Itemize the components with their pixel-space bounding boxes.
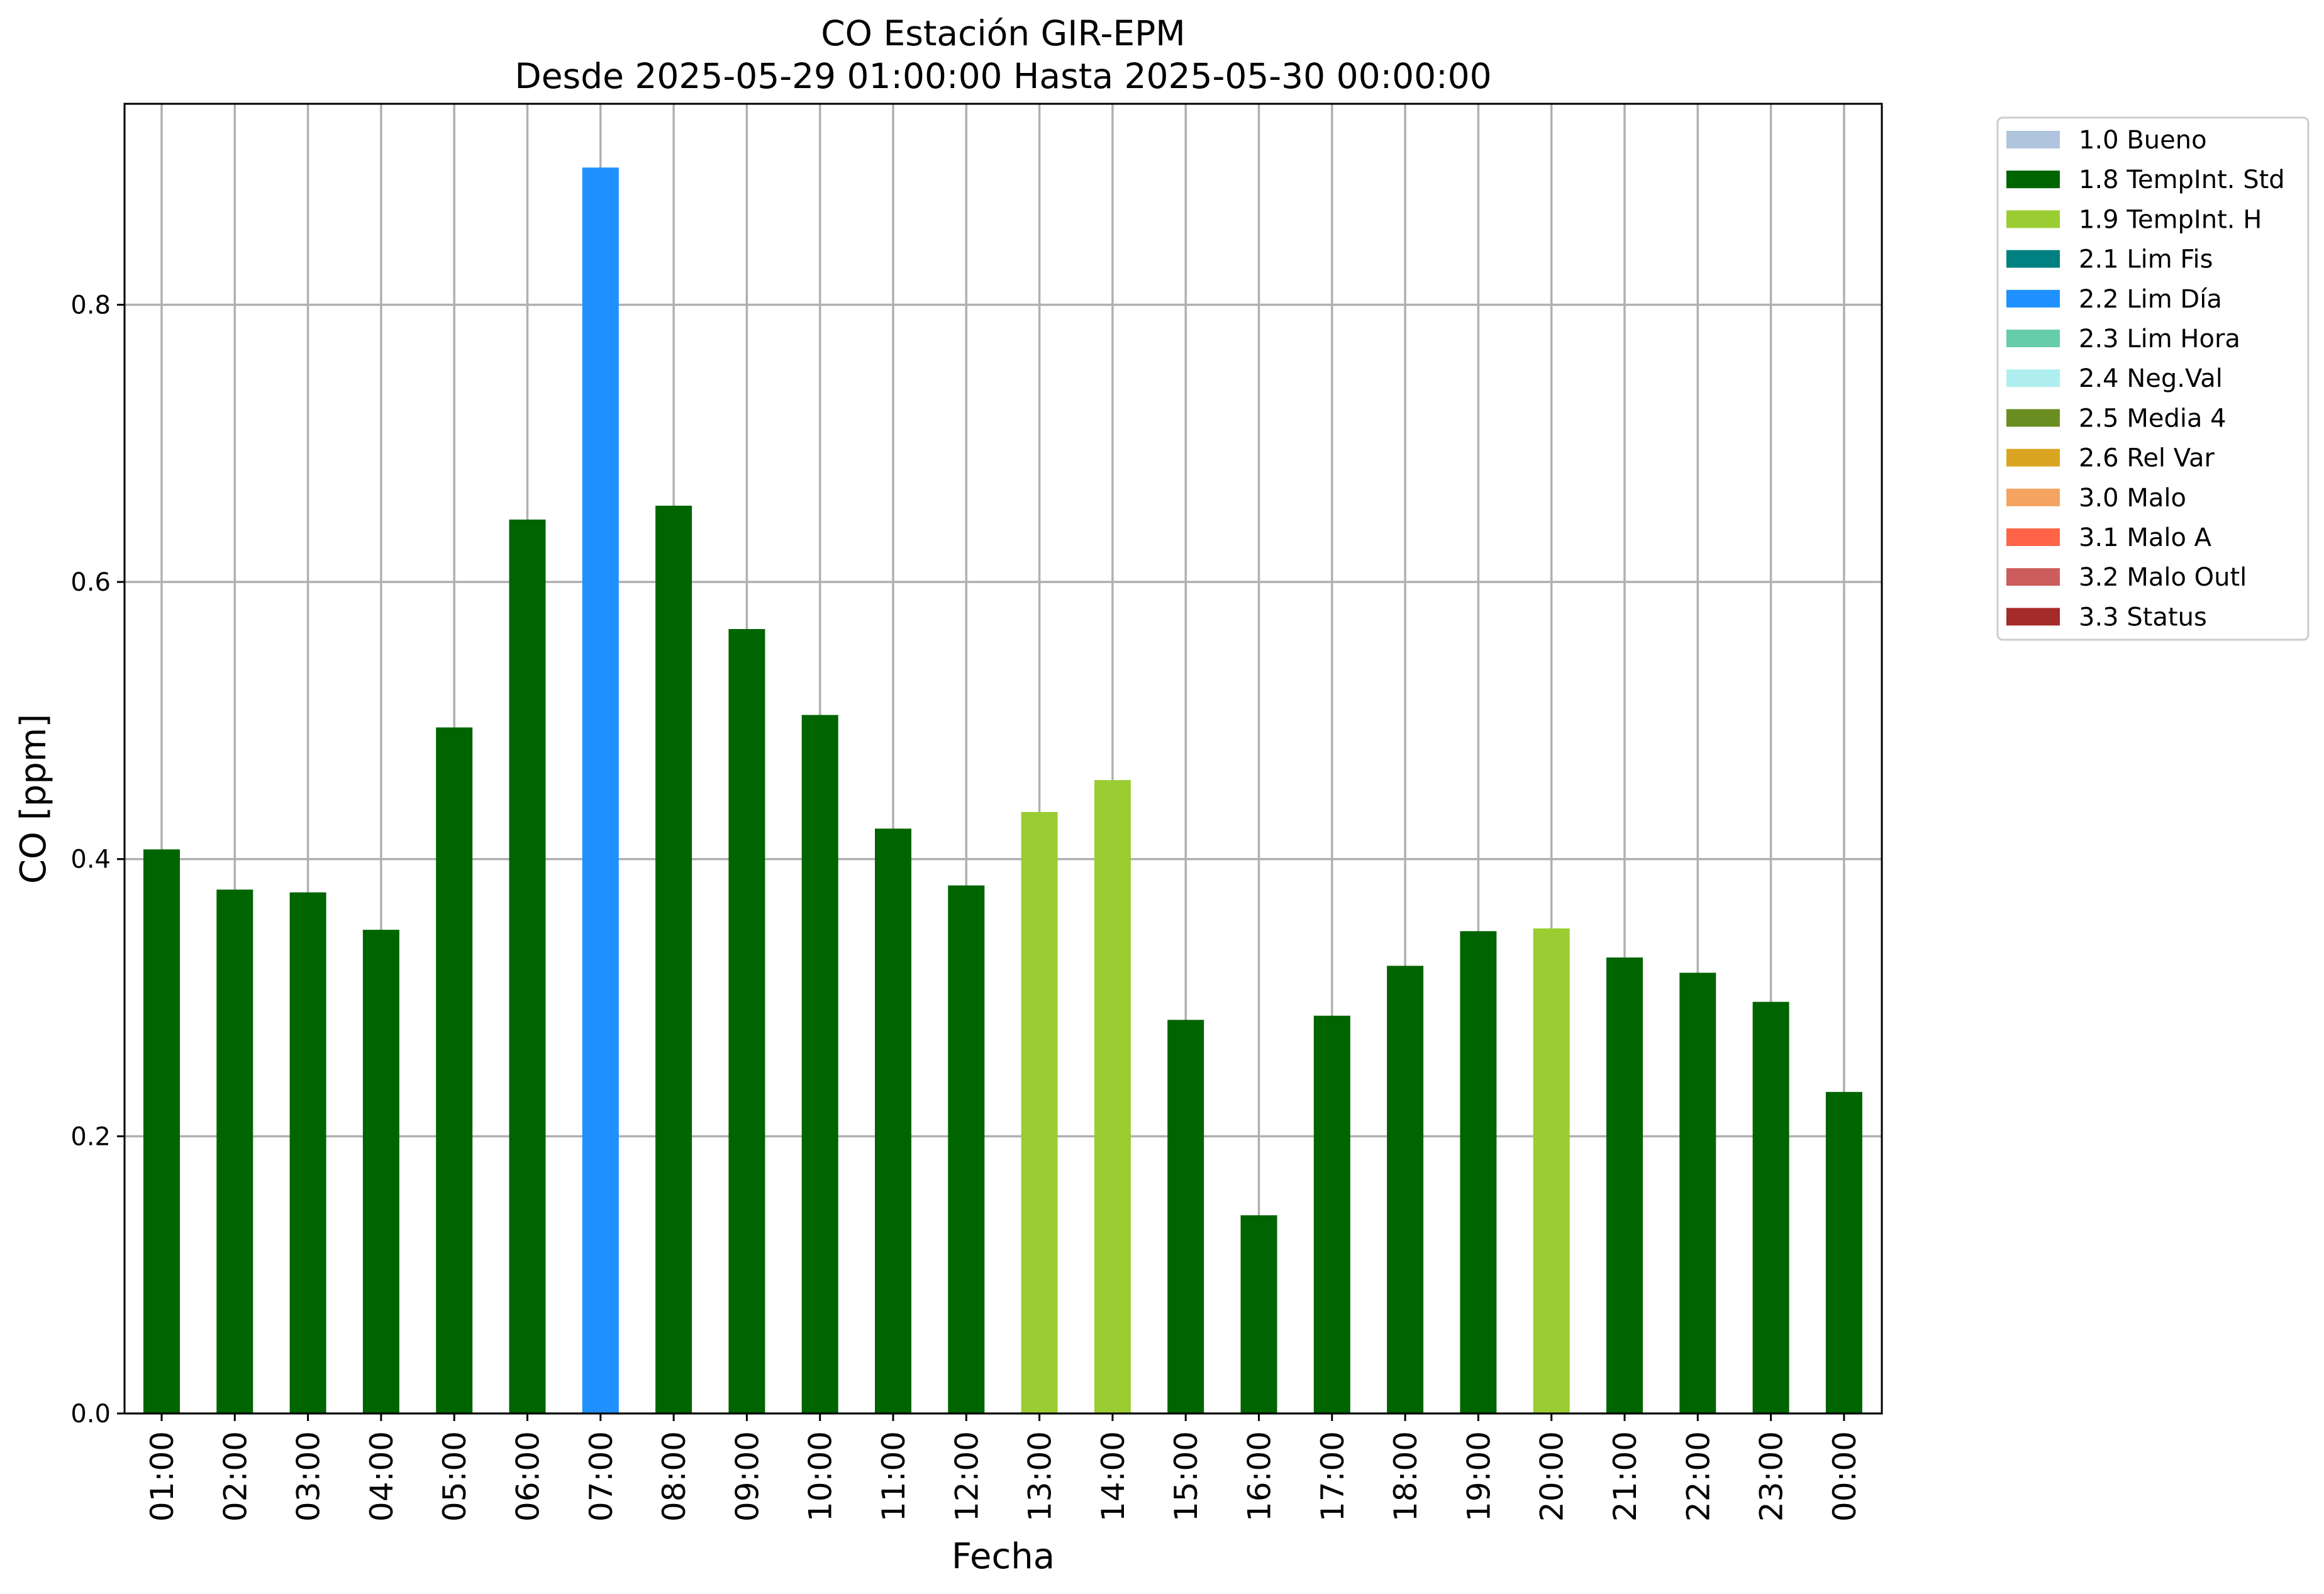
x-tick-label: 08:00: [656, 1431, 692, 1522]
bar-1200: [948, 885, 985, 1413]
x-tick-label: 20:00: [1534, 1431, 1571, 1522]
bar-1900: [1460, 931, 1497, 1413]
bar-1600: [1240, 1215, 1277, 1413]
bar-1400: [1094, 780, 1131, 1413]
legend-swatch: [2006, 369, 2060, 387]
bar-2000: [1533, 928, 1570, 1413]
legend-frame: [1996, 116, 2310, 641]
x-tick-label: 00:00: [1826, 1431, 1863, 1522]
y-axis-label: CO [ppm]: [13, 714, 54, 884]
x-tick-label: 14:00: [1095, 1431, 1131, 1522]
bar-2100: [1606, 957, 1643, 1413]
legend-label: 2.2 Lim Día: [2079, 285, 2222, 314]
x-tick-label: 01:00: [144, 1431, 181, 1522]
y-tick-label: 0.8: [70, 291, 111, 320]
y-tick-label: 0.4: [70, 845, 111, 874]
legend-swatch: [2006, 289, 2060, 308]
x-tick-label: 07:00: [583, 1431, 620, 1522]
bar-1300: [1021, 811, 1058, 1413]
legend-label: 1.9 TempInt. H: [2079, 205, 2262, 234]
legend-swatch: [2006, 210, 2060, 228]
legend-swatch: [2006, 131, 2060, 148]
y-tick-label: 0.2: [70, 1122, 111, 1151]
y-tick-label: 0.0: [70, 1400, 111, 1429]
bar-0200: [216, 889, 253, 1413]
legend-swatch: [2006, 608, 2060, 626]
x-tick-label: 23:00: [1754, 1431, 1790, 1522]
bar-1000: [801, 715, 838, 1413]
legend-swatch: [2006, 409, 2060, 427]
legend-label: 2.3 Lim Hora: [2079, 325, 2240, 354]
x-tick-label: 05:00: [436, 1431, 473, 1522]
legend-label: 3.1 Malo A: [2079, 523, 2212, 552]
legend-label: 3.3 Status: [2079, 603, 2207, 632]
bar-2300: [1752, 1001, 1789, 1413]
legend-label: 3.0 Malo: [2079, 484, 2186, 513]
bar-0900: [728, 629, 765, 1413]
legend-swatch: [2006, 568, 2060, 586]
bar-0100: [143, 849, 180, 1413]
x-tick-label: 18:00: [1387, 1431, 1424, 1522]
x-tick-label: 10:00: [803, 1431, 839, 1522]
bar-2200: [1679, 973, 1716, 1413]
x-tick-label: 03:00: [291, 1431, 327, 1522]
x-tick-label: 09:00: [729, 1431, 765, 1522]
legend-swatch: [2006, 528, 2060, 546]
chart-subtitle: Desde 2025-05-29 01:00:00 Hasta 2025-05-…: [514, 56, 1491, 96]
bar-0600: [509, 519, 546, 1413]
bar-1700: [1313, 1015, 1350, 1413]
legend: 1.0 Bueno 1.8 TempInt. Std 1.9 TempInt. H 2…: [1996, 116, 2310, 641]
legend-label: 1.0 Bueno: [2079, 126, 2207, 155]
axes-layer: 0.0 0.2 0.4 0.6 0.8 01:00 02:00 03:00 04:00 05:00…: [70, 103, 1883, 1522]
x-tick-label: 04:00: [364, 1431, 400, 1522]
x-tick-label: 15:00: [1168, 1431, 1204, 1522]
legend-swatch: [2006, 170, 2060, 189]
x-tick-label: 22:00: [1680, 1431, 1716, 1522]
chart-title: CO Estación GIR-EPM: [821, 13, 1185, 53]
legend-label: 3.2 Malo Outl: [2079, 563, 2247, 592]
legend-label: 2.6 Rel Var: [2079, 444, 2215, 473]
legend-label: 2.4 Neg.Val: [2079, 364, 2223, 393]
bar-0800: [655, 505, 692, 1413]
x-tick-label: 17:00: [1315, 1431, 1351, 1522]
legend-swatch: [2006, 330, 2060, 347]
x-tick-label: 21:00: [1607, 1431, 1643, 1522]
legend-label: 1.8 TempInt. Std: [2079, 165, 2285, 194]
bar-0700: [582, 167, 619, 1413]
x-axis-label: Fecha: [952, 1536, 1055, 1577]
bar-0400: [362, 930, 399, 1413]
y-tick-label: 0.6: [70, 568, 111, 597]
x-tick-label: 16:00: [1242, 1431, 1278, 1522]
bar-1100: [875, 828, 911, 1413]
bar-1500: [1167, 1020, 1204, 1413]
x-tick-label: 06:00: [510, 1431, 547, 1522]
plot-frame: [123, 103, 1883, 1415]
legend-label: 2.1 Lim Fis: [2079, 245, 2213, 274]
x-tick-label: 12:00: [948, 1431, 985, 1522]
bar-0000: [1825, 1091, 1862, 1413]
bars-layer: [143, 167, 1862, 1413]
legend-swatch: [2006, 488, 2060, 506]
bar-1800: [1387, 966, 1424, 1413]
x-tick-label: 13:00: [1022, 1431, 1059, 1522]
x-tick-label: 11:00: [876, 1431, 912, 1522]
legend-label: 2.5 Media 4: [2079, 404, 2227, 433]
bar-0300: [289, 892, 326, 1413]
legend-swatch: [2006, 250, 2060, 268]
legend-swatch: [2006, 449, 2060, 467]
x-tick-label: 02:00: [217, 1431, 253, 1522]
x-tick-label: 19:00: [1460, 1431, 1497, 1522]
bar-0500: [436, 727, 473, 1413]
